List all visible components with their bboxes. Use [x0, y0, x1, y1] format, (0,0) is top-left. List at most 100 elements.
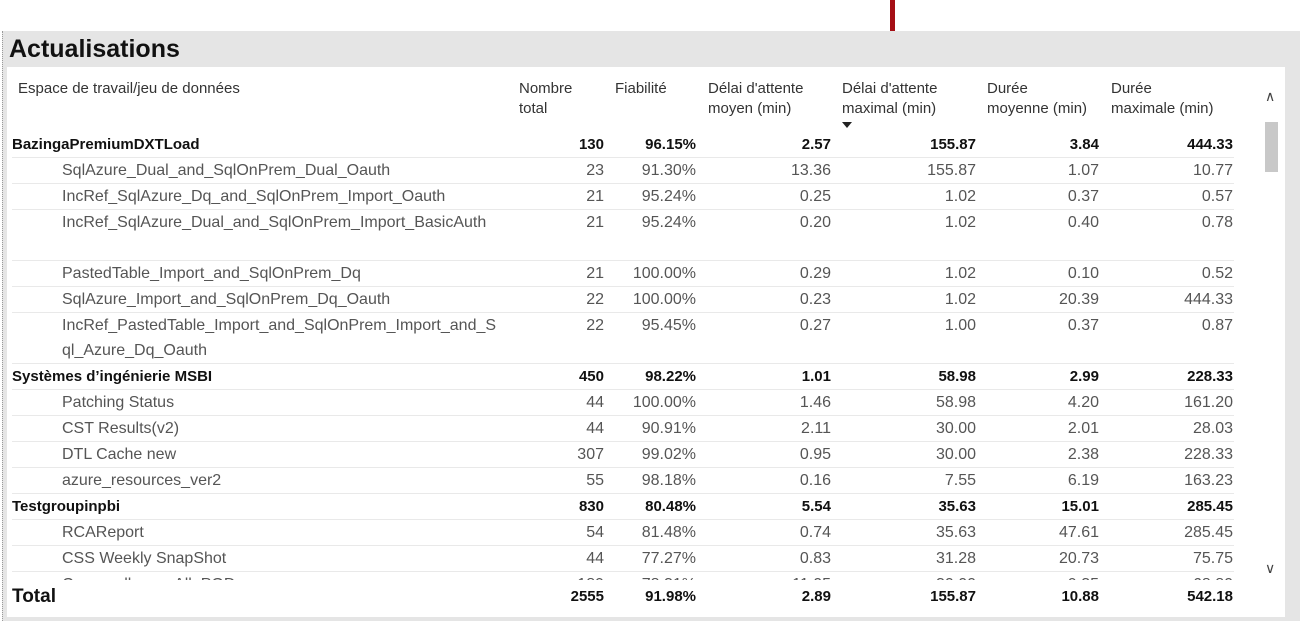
table-row[interactable]: azure_resources_ver2 55 98.18% 0.16 7.55 6.19…: [12, 468, 1234, 494]
cell-avg-dur: 20.73: [1058, 550, 1099, 567]
cell-reliability: 77.27%: [641, 550, 696, 567]
cell-avg-dur: 3.84: [1069, 136, 1099, 153]
total-label: Total: [12, 586, 56, 607]
cell-max-wait: 30.00: [935, 446, 976, 463]
table-row[interactable]: IncRef_PastedTable_Import_and_SqlOnPrem_…: [12, 313, 1234, 364]
col-header-name[interactable]: Espace de travail/jeu de données: [18, 80, 240, 97]
total-max-wait: 155.87: [930, 588, 976, 605]
col-header-avg-wait[interactable]: Délai d'attente moyen (min): [708, 79, 803, 119]
scrollbar-thumb[interactable]: [1265, 122, 1278, 172]
table-card: [7, 67, 1285, 617]
cell-reliability: 95.45%: [641, 317, 696, 334]
annotation-arrow: [890, 0, 895, 57]
total-count: 2555: [570, 588, 604, 605]
cell-max-dur: 228.33: [1187, 368, 1233, 385]
cell-max-dur: 68.80: [1193, 572, 1233, 580]
cell-max-wait: 155.87: [930, 136, 976, 153]
cell-name: PastedTable_Import_and_SqlOnPrem_Dq: [62, 265, 361, 282]
col-header-total-l1: Nombre: [519, 80, 573, 97]
cell-reliability: 95.24%: [641, 214, 696, 231]
table-row[interactable]: Case wellness_All_PODs 189 78.31% 11.05 30.0…: [12, 572, 1234, 580]
cell-max-dur: 444.33: [1187, 136, 1233, 153]
table-row[interactable]: IncRef_SqlAzure_Dq_and_SqlOnPrem_Import_…: [12, 184, 1234, 210]
table-row[interactable]: RCAReport 54 81.48% 0.74 35.63 47.61 285.45: [12, 520, 1234, 546]
cell-max-wait: 31.28: [935, 550, 976, 567]
cell-reliability: 95.24%: [641, 188, 696, 205]
cell-max-wait: 1.02: [944, 214, 976, 231]
cell-max-wait: 1.00: [944, 317, 976, 334]
group-row[interactable]: Testgroupinpbi 830 80.48% 5.54 35.63 15.01 285…: [12, 494, 1234, 520]
col-header-total[interactable]: Nombre total: [519, 79, 572, 119]
cell-max-dur: 0.57: [1201, 188, 1233, 205]
cell-avg-wait: 1.01: [801, 368, 831, 385]
total-avg-dur: 10.88: [1061, 588, 1099, 605]
col-header-reliability[interactable]: Fiabilité: [615, 80, 667, 97]
cell-max-dur: 0.87: [1201, 317, 1233, 334]
cell-max-wait: 1.02: [944, 188, 976, 205]
cell-total: 22: [586, 291, 604, 308]
cell-name: RCAReport: [62, 524, 144, 541]
cell-total: 44: [586, 394, 604, 411]
cell-total: 22: [586, 317, 604, 334]
cell-total: 307: [577, 446, 604, 463]
cell-avg-wait: 5.54: [801, 498, 831, 515]
cell-name: CST Results(v2): [62, 420, 180, 437]
col-header-max-dur-l1: Durée: [1111, 80, 1152, 97]
col-header-avg-wait-l1: Délai d'attente: [708, 80, 804, 97]
col-header-avg-dur[interactable]: Durée moyenne (min): [987, 79, 1087, 119]
cell-avg-dur: 0.37: [1067, 317, 1099, 334]
cell-reliability: 90.91%: [641, 420, 696, 437]
table-row[interactable]: Patching Status 44 100.00% 1.46 58.98 4.20 161…: [12, 390, 1234, 416]
cell-max-dur: 28.03: [1192, 420, 1233, 437]
table-row[interactable]: SqlAzure_Dual_and_SqlOnPrem_Dual_Oauth 23…: [12, 158, 1234, 184]
table-row[interactable]: CST Results(v2) 44 90.91% 2.11 30.00 2.01 28.0…: [12, 416, 1234, 442]
cell-max-dur: 285.45: [1187, 498, 1233, 515]
scroll-up-icon[interactable]: ∧: [1265, 88, 1276, 104]
table-row[interactable]: CSS Weekly SnapShot 44 77.27% 0.83 31.28 20.7…: [12, 546, 1234, 572]
cell-avg-wait: 0.16: [799, 472, 831, 489]
cell-avg-wait: 13.36: [790, 162, 831, 179]
cell-avg-wait: 2.57: [801, 136, 831, 153]
cell-avg-wait: 1.46: [799, 394, 831, 411]
col-header-avg-dur-l2: moyenne (min): [987, 100, 1088, 117]
cell-max-dur: 285.45: [1184, 524, 1233, 541]
cell-max-wait: 7.55: [944, 472, 976, 489]
cell-max-dur: 0.78: [1201, 214, 1233, 231]
total-max-dur: 542.18: [1187, 588, 1233, 605]
table-row[interactable]: SqlAzure_Import_and_SqlOnPrem_Dq_Oauth 22…: [12, 287, 1234, 313]
cell-name: azure_resources_ver2: [62, 472, 222, 489]
total-avg-wait: 2.89: [801, 588, 831, 605]
cell-total: 54: [586, 524, 604, 541]
cell-total: 189: [577, 572, 604, 580]
table-row[interactable]: IncRef_SqlAzure_Dual_and_SqlOnPrem_Impor…: [12, 210, 1234, 261]
cell-name: Systèmes d’ingénierie MSBI: [12, 368, 213, 385]
cell-avg-dur: 0.37: [1067, 188, 1099, 205]
cell-avg-dur: 6.19: [1067, 472, 1099, 489]
cell-max-wait: 30.00: [936, 572, 976, 580]
col-header-max-dur[interactable]: Durée maximale (min): [1111, 79, 1214, 119]
table-body[interactable]: BazingaPremiumDXTLoad 130 96.15% 2.57 155.87…: [0, 130, 1262, 580]
col-header-avg-wait-l2: moyen (min): [708, 100, 792, 117]
cell-name: IncRef_PastedTable_Import_and_SqlOnPrem_…: [62, 317, 497, 359]
cell-name: IncRef_SqlAzure_Dq_and_SqlOnPrem_Import_…: [62, 188, 446, 205]
scroll-down-icon[interactable]: ∨: [1265, 560, 1276, 576]
group-row[interactable]: BazingaPremiumDXTLoad 130 96.15% 2.57 155.87…: [12, 132, 1234, 158]
cell-max-dur: 75.75: [1192, 550, 1233, 567]
cell-max-dur: 10.77: [1192, 162, 1233, 179]
table-row[interactable]: PastedTable_Import_and_SqlOnPrem_Dq 21 100…: [12, 261, 1234, 287]
cell-avg-dur: 9.35: [1068, 572, 1099, 580]
col-header-max-wait-l2: maximal (min): [842, 100, 937, 117]
cell-name: Case wellness_All_PODs: [62, 572, 502, 580]
cell-avg-dur: 1.07: [1067, 162, 1099, 179]
col-header-max-wait[interactable]: Délai d'attente maximal (min): [842, 79, 937, 119]
cell-reliability: 100.00%: [632, 394, 696, 411]
cell-max-wait: 1.02: [944, 265, 976, 282]
group-row[interactable]: Systèmes d’ingénierie MSBI 450 98.22% 1.01 5…: [12, 364, 1234, 390]
cell-avg-wait: 0.74: [799, 524, 831, 541]
cell-name: BazingaPremiumDXTLoad: [12, 136, 200, 153]
cell-total: 21: [586, 188, 604, 205]
table-row[interactable]: DTL Cache new 307 99.02% 0.95 30.00 2.38 228.3…: [12, 442, 1234, 468]
total-row: Total 2555 91.98% 2.89 155.87 10.88 542.…: [12, 584, 1234, 610]
cell-avg-dur: 2.99: [1069, 368, 1099, 385]
cell-avg-dur: 2.38: [1067, 446, 1099, 463]
